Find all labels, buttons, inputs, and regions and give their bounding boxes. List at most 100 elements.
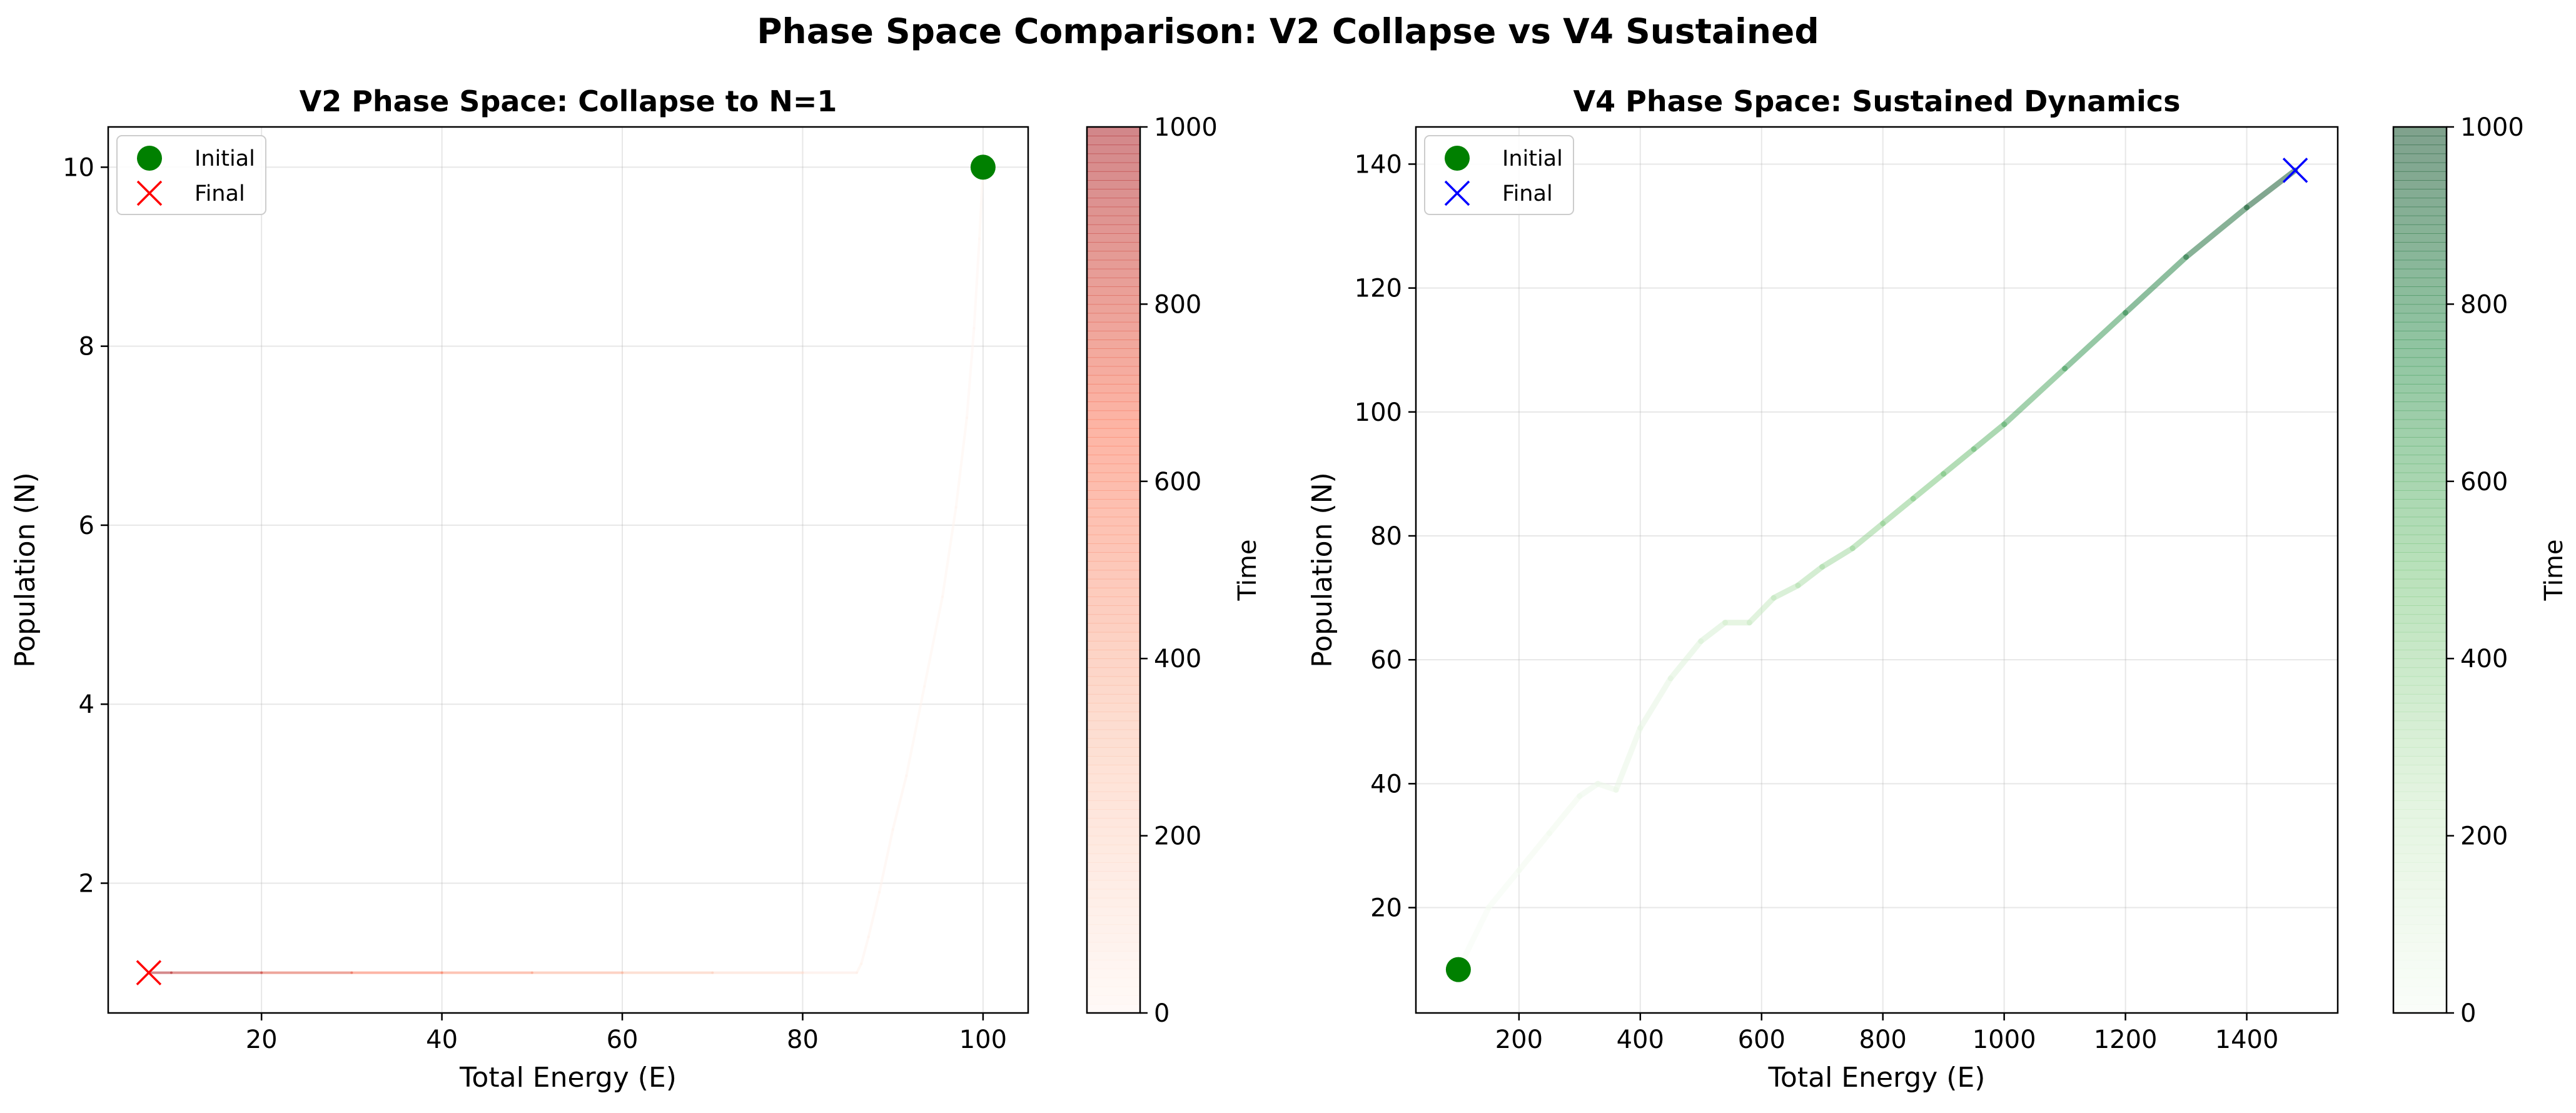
colorbar-swatch [1087,597,1140,606]
colorbar-swatch [1087,924,1140,934]
colorbar-swatch [2393,986,2447,996]
colorbar-swatch [2393,534,2447,544]
colorbar-swatch [2393,348,2447,358]
colorbar-swatch [1087,277,1140,287]
colorbar-swatch [1087,773,1140,783]
colorbar-swatch [2393,773,2447,783]
colorbar-swatch [1087,995,1140,1005]
legend-initial-marker [1445,146,1470,171]
legend: Initial Final [1424,135,1574,215]
colorbar-swatch [2393,233,2447,243]
trajectory-segment [860,935,870,965]
colorbar-swatch [1087,729,1140,739]
x-tick-label: 1200 [2094,1025,2158,1054]
colorbar-swatch [1087,561,1140,571]
colorbar-swatch [2393,198,2447,208]
colorbar-tick-label: 800 [2460,290,2508,319]
x-tick-label: 600 [1738,1025,1786,1054]
colorbar-swatch [2393,800,2447,810]
colorbar-swatch [2393,366,2447,376]
colorbar-swatch [2393,401,2447,411]
colorbar-swatch [2393,224,2447,234]
colorbar-swatch [1087,640,1140,650]
colorbar-swatch [1087,499,1140,509]
colorbar-swatch [2393,383,2447,393]
colorbar-swatch [2393,463,2447,473]
trajectory-segment [1577,780,1601,799]
colorbar-swatch [1087,490,1140,500]
x-tick-label: 100 [959,1025,1007,1054]
trajectory-segment [2001,365,2068,428]
colorbar-swatch [1087,516,1140,526]
x-axis-label: Total Energy (E) [459,1062,677,1094]
legend-initial-marker [137,146,162,171]
colorbar-swatch [2393,215,2447,225]
x-tick-label: 1000 [1972,1025,2036,1054]
colorbar-tick-label: 600 [2460,468,2508,496]
colorbar-swatch [2393,251,2447,261]
colorbar-swatch [1087,286,1140,296]
trajectory-segment [867,890,881,939]
colorbar-swatch [1087,428,1140,438]
colorbar-swatch [2393,676,2447,686]
colorbar-swatch [2393,455,2447,465]
colorbar-swatch [2393,977,2447,987]
trajectory-segment [1698,620,1729,644]
colorbar-swatch [1087,242,1140,252]
colorbar-swatch [2393,304,2447,314]
x-tick-label: 40 [426,1025,458,1054]
colorbar-swatch [2393,950,2447,960]
colorbar-swatch [2393,295,2447,305]
trajectory-segment [1637,675,1674,731]
colorbar-label: Time [2540,540,2568,602]
colorbar-swatch [2393,809,2447,819]
colorbar-swatch [1087,969,1140,979]
colorbar-swatch [1087,251,1140,261]
colorbar-swatch [2393,499,2447,509]
colorbar-swatch [1087,295,1140,305]
y-tick-label: 4 [79,690,94,719]
trajectory-segment [1880,496,1916,526]
colorbar-swatch [2393,490,2447,500]
trajectory-segment [1667,638,1704,682]
trajectory-segment [1613,725,1644,793]
colorbar-swatch [1087,313,1140,323]
colorbar-swatch [2393,640,2447,650]
colorbar-swatch [2393,321,2447,331]
colorbar: 0 200 400 600 800 1000 Time [1086,113,1262,1028]
colorbar-swatch [2393,508,2447,518]
colorbar-swatch [2393,189,2447,199]
legend-initial-label: Initial [1502,146,1563,171]
colorbar-swatch [2393,144,2447,154]
colorbar-swatch [1087,915,1140,925]
colorbar-swatch [1087,472,1140,482]
colorbar-swatch [1087,340,1140,350]
colorbar-swatch [1087,720,1140,730]
colorbar-swatch [2393,516,2447,526]
colorbar-swatch [2393,1004,2447,1014]
initial-point-marker [1445,957,1471,982]
colorbar-swatch [2393,650,2447,659]
colorbar-swatch [1087,712,1140,722]
trajectory-segment [2244,167,2298,211]
colorbar-swatch [2393,693,2447,703]
colorbar-swatch [1087,632,1140,642]
colorbar-swatch [1087,623,1140,633]
colorbar-swatch [1087,455,1140,465]
colorbar-swatch [2393,525,2447,535]
colorbar-tick-label: 400 [1154,645,1201,673]
colorbar-swatch [1087,853,1140,863]
trajectory-segment [878,828,894,894]
colorbar-swatch [1087,933,1140,943]
colorbar-swatch [1087,366,1140,376]
colorbar-swatch [2393,862,2447,872]
trajectory-segment [1819,545,1856,570]
trajectory-segment [1546,793,1583,837]
colorbar-swatch [2393,313,2447,323]
colorbar-swatch [1087,809,1140,819]
legend-final-label: Final [194,181,245,206]
colorbar-swatch [1087,171,1140,181]
x-tick-label: 400 [1617,1025,1664,1054]
colorbar-swatch [1087,605,1140,615]
colorbar-swatch [1087,703,1140,713]
